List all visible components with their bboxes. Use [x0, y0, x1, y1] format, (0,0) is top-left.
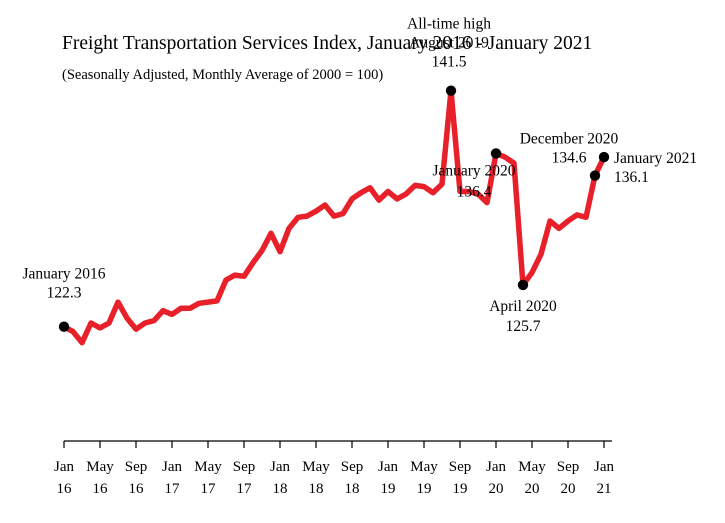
data-point-marker [589, 170, 601, 181]
annotation-label: January 2016 122.3 [22, 266, 105, 302]
data-point-marker [445, 85, 457, 96]
x-tick-label: Jan 20 [486, 459, 506, 497]
x-axis-ticks: Jan 16 May 16 Sep 16 Jan 17 May 17 Sep 17 Jan 18 May 18… [54, 441, 614, 497]
chart-subtitle: (Seasonally Adjusted, Monthly Average of… [62, 67, 383, 83]
x-tick-label: Jan 17 [162, 459, 182, 497]
x-tick-label: May 16 [86, 459, 114, 497]
x-tick-label: Jan 18 [270, 459, 290, 497]
x-tick-label: Jan 19 [378, 459, 398, 497]
x-tick-label: May 20 [518, 459, 546, 497]
x-tick-label: May 17 [194, 459, 222, 497]
data-point-marker [598, 151, 610, 163]
data-points [58, 85, 610, 332]
x-tick-label: Sep 18 [341, 459, 364, 497]
x-tick-label: Sep 20 [557, 459, 580, 497]
annotation-label: April 2020 125.7 [489, 298, 557, 335]
annotation-label: January 2021 136.1 [614, 150, 697, 186]
x-tick-label: Sep 16 [125, 459, 148, 497]
annotation-label: January 2020 136.4 [432, 162, 515, 200]
x-tick-label: May 19 [410, 459, 438, 497]
x-tick-label: May 18 [302, 459, 330, 497]
data-point-marker [490, 148, 502, 159]
x-tick-label: Jan 21 [594, 459, 614, 497]
x-tick-label: Sep 19 [449, 459, 472, 497]
x-tick-label: Sep 17 [233, 459, 256, 497]
annotations: January 2016 122.3 All-time high August 201… [22, 16, 697, 335]
annotation-label: December 2020 134.6 [520, 131, 619, 167]
annotation-label: All-time high August 2019 141.5 [407, 16, 491, 71]
series-line [61, 87, 607, 346]
x-tick-label: Jan 16 [54, 459, 74, 497]
data-point-marker [517, 279, 529, 291]
data-point-marker [58, 321, 70, 332]
chart-title: Freight Transportation Services Index, J… [62, 33, 592, 54]
